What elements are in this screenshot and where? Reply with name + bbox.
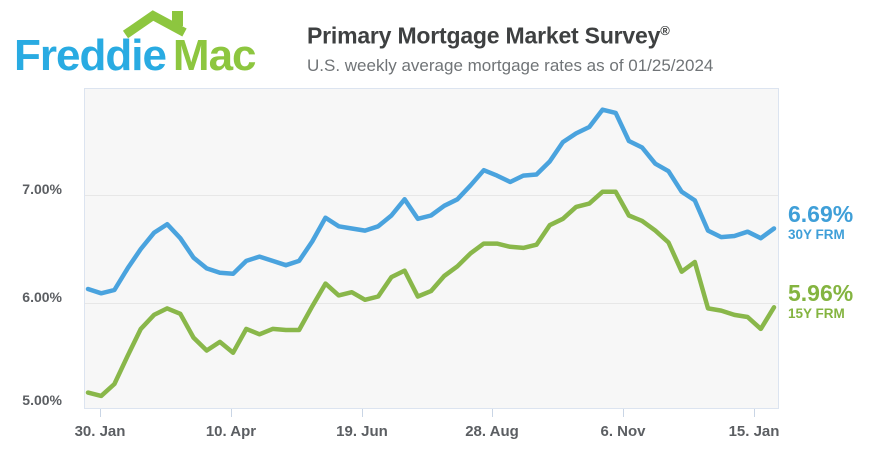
- series-name-15y: 15Y FRM: [788, 306, 845, 321]
- logo-text-mac: Mac: [172, 31, 257, 80]
- x-axis-label-jan15: 15. Jan: [728, 423, 780, 440]
- header-titles: Primary Mortgage Market Survey® U.S. wee…: [307, 18, 713, 76]
- rate-value-15y: 5.96%: [788, 280, 854, 306]
- x-tick-mark: [362, 409, 363, 417]
- page-title: Primary Mortgage Market Survey®: [307, 22, 670, 49]
- end-label-30y-frm: 6.69% 30Y FRM: [788, 202, 853, 242]
- y-axis-label-5: 5.00%: [22, 392, 62, 408]
- rate-value-30y: 6.69%: [788, 201, 854, 227]
- logo-text-freddie: Freddie: [14, 31, 167, 80]
- page-subtitle: U.S. weekly average mortgage rates as of…: [307, 55, 714, 75]
- y-axis-label-7: 7.00%: [22, 181, 62, 197]
- series-name-30y: 30Y FRM: [788, 227, 845, 242]
- x-axis-label-apr10: 10. Apr: [205, 423, 257, 440]
- x-tick-mark: [492, 409, 493, 417]
- freddie-mac-logo: Freddie Mac: [14, 8, 304, 80]
- x-axis-label-nov6: 6. Nov: [600, 423, 646, 440]
- y-axis-label-6: 6.00%: [22, 289, 62, 305]
- gridline-7-percent: [85, 195, 778, 196]
- x-axis-label-aug28: 28. Aug: [465, 423, 519, 440]
- house-roof-icon: [122, 10, 187, 39]
- x-axis-label-jun19: 19. Jun: [336, 423, 388, 440]
- x-tick-mark: [231, 409, 232, 417]
- x-axis-label-jan30: 30. Jan: [74, 423, 126, 440]
- plot-area[interactable]: [84, 88, 779, 409]
- gridline-6-percent: [85, 303, 778, 304]
- x-tick-mark: [623, 409, 624, 417]
- logo-wordmark: Freddie Mac: [14, 31, 257, 80]
- end-label-15y-frm: 5.96% 15Y FRM: [788, 281, 853, 321]
- x-tick-mark: [754, 409, 755, 417]
- registered-mark-symbol: ®: [660, 23, 670, 38]
- x-tick-mark: [100, 409, 101, 417]
